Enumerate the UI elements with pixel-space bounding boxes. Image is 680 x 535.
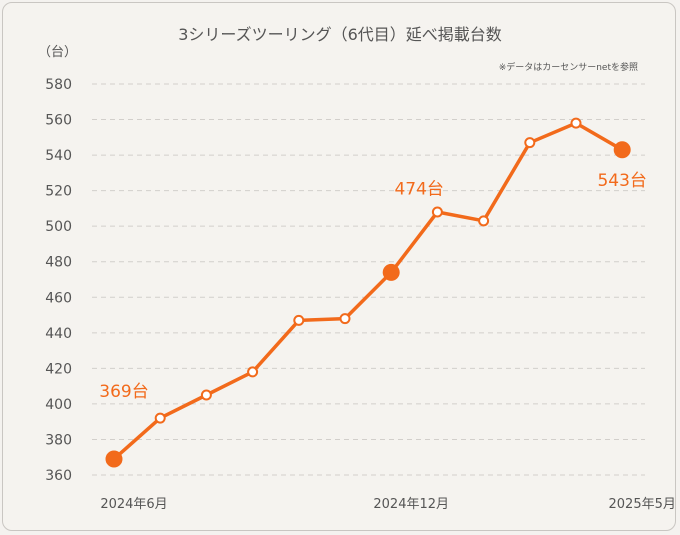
data-label: 543台 (597, 171, 646, 191)
grid-lines (92, 83, 645, 476)
y-tick-label: 520 (45, 184, 72, 200)
highlight-point (105, 450, 123, 468)
data-point (478, 215, 490, 227)
y-tick-labels: 360 380 400 420 440 460 480 500 520 540 560 580 (45, 77, 72, 484)
y-tick-label: 500 (45, 219, 72, 235)
data-point (154, 412, 166, 424)
y-tick-label: 360 (45, 468, 72, 484)
series-line-path (112, 121, 624, 461)
y-tick-label: 420 (45, 361, 72, 377)
data-points (105, 117, 631, 468)
highlight-point (613, 141, 631, 159)
data-point (570, 117, 582, 129)
data-point (431, 206, 443, 218)
y-tick-label: 380 (45, 432, 72, 448)
y-tick-label: 460 (45, 290, 72, 306)
data-source-note: ※データはカーセンサーnetを参照 (499, 61, 638, 73)
data-label: 474台 (394, 179, 443, 199)
x-tick-label: 2024年6月 (100, 497, 167, 512)
data-point (247, 366, 259, 378)
y-tick-label: 480 (45, 255, 72, 271)
x-tick-label: 2025年5月 (609, 497, 676, 512)
series-line (112, 121, 624, 461)
y-tick-label: 540 (45, 148, 72, 164)
y-tick-label: 580 (45, 77, 72, 93)
y-tick-label: 560 (45, 113, 72, 129)
data-point (200, 389, 212, 401)
y-axis-unit: （台） (38, 45, 77, 60)
highlight-point (382, 263, 400, 281)
data-point (293, 314, 305, 326)
y-tick-label: 400 (45, 397, 72, 413)
y-tick-label: 440 (45, 326, 72, 342)
data-label: 369台 (99, 382, 148, 402)
chart-title: 3シリーズツーリング（6代目）延べ掲載台数 (178, 25, 502, 44)
data-point (524, 137, 536, 149)
x-tick-labels: 2024年6月 2024年12月 2025年5月 (100, 497, 676, 512)
data-point (339, 313, 351, 325)
x-tick-label: 2024年12月 (373, 497, 449, 512)
data-labels: 369台 474台 543台 (99, 171, 647, 402)
